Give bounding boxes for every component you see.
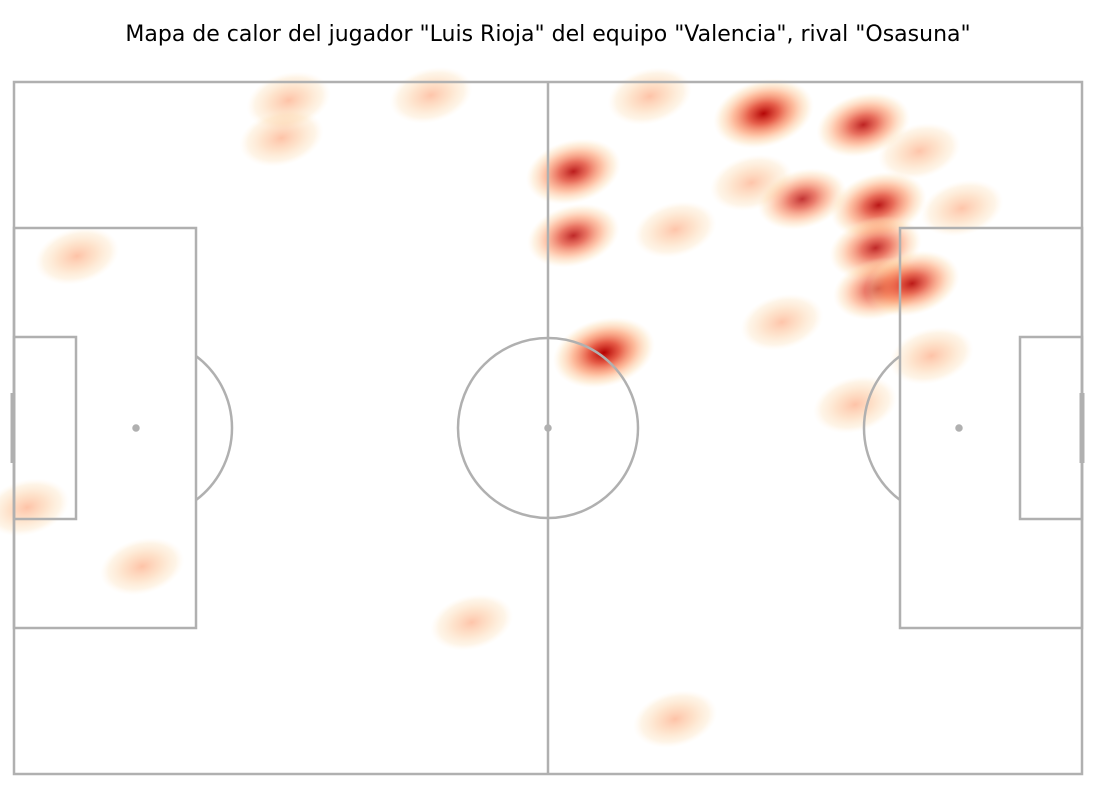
pitch-lines: [10, 80, 1085, 776]
heat-blob: [525, 138, 621, 205]
right-penalty-arc: [862, 355, 901, 501]
left-penalty-spot: [132, 424, 140, 432]
heat-blob: [607, 67, 692, 126]
heat-blob: [813, 375, 898, 434]
heat-blob: [239, 109, 324, 167]
heat-blob: [864, 250, 960, 317]
heat-blob: [877, 122, 961, 180]
heat-blob: [889, 326, 974, 385]
heat-blob: [552, 317, 655, 389]
center-circle: [456, 336, 640, 520]
heat-blob: [757, 168, 848, 230]
heat-blob: [0, 478, 70, 537]
heat-blob: [100, 537, 185, 596]
heat-blob: [430, 594, 514, 651]
heat-layer: [0, 66, 1004, 748]
center-spot: [544, 424, 552, 432]
heat-blob: [527, 203, 620, 268]
heat-blob: [389, 66, 473, 124]
chart-title: Mapa de calor del jugador "Luis Rioja" d…: [125, 22, 971, 47]
heat-blob: [35, 227, 120, 285]
right-goal-area: [1018, 335, 1084, 521]
left-penalty-arc: [195, 355, 234, 501]
heat-blob: [920, 179, 1004, 237]
right-penalty-spot: [955, 424, 963, 432]
heat-blob: [740, 293, 824, 351]
heat-blob: [633, 690, 718, 748]
heat-blob: [633, 201, 717, 258]
heat-blob: [713, 78, 814, 149]
